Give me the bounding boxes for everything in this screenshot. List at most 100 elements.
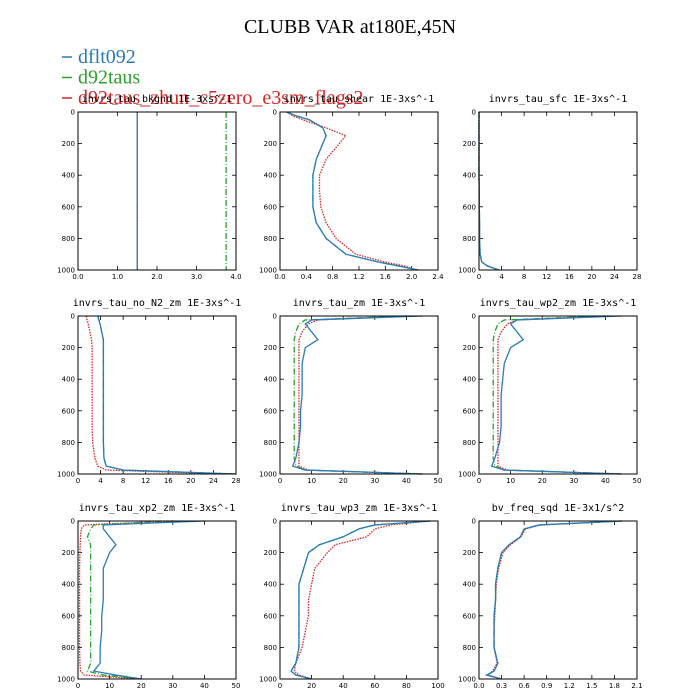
y-tick-label: 400 bbox=[463, 172, 476, 180]
y-tick-label: 200 bbox=[264, 140, 277, 148]
series-line bbox=[290, 520, 431, 680]
series-line bbox=[291, 315, 423, 475]
panel-title: invrs_tau_wp2_zm 1E-3xs^-1 bbox=[480, 298, 637, 309]
x-tick-label: 20 bbox=[538, 477, 547, 485]
y-tick-label: 0 bbox=[273, 518, 277, 526]
x-tick-label: 40 bbox=[339, 682, 348, 690]
y-tick-label: 400 bbox=[264, 376, 277, 384]
y-tick-label: 600 bbox=[264, 612, 277, 620]
y-tick-label: 800 bbox=[463, 439, 476, 447]
legend-label: dflt092 bbox=[78, 46, 136, 68]
y-tick-label: 400 bbox=[62, 376, 75, 384]
x-tick-label: 1.0 bbox=[112, 273, 123, 281]
x-tick-label: 20 bbox=[587, 273, 596, 281]
y-tick-label: 400 bbox=[62, 172, 75, 180]
x-tick-label: 30 bbox=[569, 477, 578, 485]
series-line bbox=[92, 520, 205, 680]
x-tick-label: 0 bbox=[477, 273, 481, 281]
y-tick-label: 1000 bbox=[57, 471, 75, 479]
x-tick-label: 100 bbox=[431, 682, 444, 690]
series-line bbox=[86, 520, 173, 680]
series-line bbox=[78, 520, 173, 680]
y-tick-label: 800 bbox=[463, 644, 476, 652]
x-tick-label: 0.0 bbox=[473, 682, 484, 690]
x-tick-label: 28 bbox=[232, 477, 241, 485]
x-tick-label: 1.5 bbox=[586, 682, 597, 690]
x-tick-label: 0 bbox=[76, 682, 80, 690]
panel-title: invrs_tau_wp3_zm 1E-3xs^-1 bbox=[281, 503, 438, 514]
y-tick-label: 200 bbox=[463, 549, 476, 557]
panel-title: invrs_tau_bkgnd 1E-3xs^-1 bbox=[82, 94, 233, 105]
y-tick-label: 600 bbox=[463, 612, 476, 620]
series-line bbox=[286, 111, 416, 271]
x-tick-label: 1.6 bbox=[380, 273, 392, 281]
y-tick-label: 600 bbox=[463, 203, 476, 211]
y-tick-label: 0 bbox=[472, 313, 476, 321]
y-tick-label: 200 bbox=[463, 140, 476, 148]
y-tick-label: 0 bbox=[273, 109, 277, 117]
plot-frame bbox=[478, 315, 638, 475]
x-tick-label: 40 bbox=[402, 477, 411, 485]
y-tick-label: 800 bbox=[62, 439, 75, 447]
plot-frame bbox=[77, 520, 237, 680]
x-tick-label: 2.0 bbox=[151, 273, 162, 281]
panel-title: invrs_tau_sfc 1E-3xs^-1 bbox=[489, 94, 627, 105]
y-tick-label: 0 bbox=[71, 109, 75, 117]
x-tick-label: 2.0 bbox=[406, 273, 417, 281]
x-tick-label: 0.0 bbox=[72, 273, 83, 281]
figure-title: CLUBB VAR at180E,45N bbox=[244, 16, 456, 38]
x-tick-label: 4 bbox=[98, 477, 103, 485]
x-tick-label: 50 bbox=[232, 682, 241, 690]
y-tick-label: 600 bbox=[463, 407, 476, 415]
y-tick-label: 1000 bbox=[57, 676, 75, 684]
panel-title: invrs_tau_xp2_zm 1E-3xs^-1 bbox=[79, 503, 236, 514]
x-tick-label: 40 bbox=[200, 682, 209, 690]
y-tick-label: 800 bbox=[264, 644, 277, 652]
x-tick-label: 24 bbox=[610, 273, 619, 281]
panel-title: invrs_tau_shear 1E-3xs^-1 bbox=[284, 94, 435, 105]
series-line bbox=[293, 520, 431, 680]
y-tick-label: 200 bbox=[62, 549, 75, 557]
x-tick-label: 0.3 bbox=[496, 682, 507, 690]
series-line bbox=[290, 520, 431, 680]
series-line bbox=[497, 315, 622, 475]
series-line bbox=[478, 112, 499, 271]
y-tick-label: 200 bbox=[264, 549, 277, 557]
y-tick-label: 200 bbox=[62, 140, 75, 148]
series-line bbox=[85, 315, 225, 475]
series-line bbox=[492, 315, 622, 475]
x-tick-label: 3.0 bbox=[191, 273, 202, 281]
x-tick-label: 0.0 bbox=[274, 273, 285, 281]
plot-frame bbox=[478, 111, 638, 271]
x-tick-label: 10 bbox=[307, 477, 316, 485]
plot-frame bbox=[279, 111, 439, 271]
y-tick-label: 600 bbox=[62, 612, 75, 620]
x-tick-label: 0.9 bbox=[541, 682, 552, 690]
y-tick-label: 800 bbox=[264, 439, 277, 447]
x-tick-label: 2.1 bbox=[631, 682, 642, 690]
series-line bbox=[97, 315, 237, 475]
y-tick-label: 0 bbox=[472, 518, 476, 526]
plot-frame bbox=[77, 111, 237, 271]
y-tick-label: 600 bbox=[62, 203, 75, 211]
x-tick-label: 20 bbox=[339, 477, 348, 485]
x-tick-label: 8 bbox=[522, 273, 526, 281]
y-tick-label: 400 bbox=[463, 376, 476, 384]
panel-title: invrs_tau_no_N2_zm 1E-3xs^-1 bbox=[73, 298, 242, 309]
y-tick-label: 800 bbox=[463, 235, 476, 243]
plot-frame bbox=[279, 520, 439, 680]
panel-title: bv_freq_sqd 1E-3x1/s^2 bbox=[492, 503, 624, 514]
x-tick-label: 40 bbox=[601, 477, 610, 485]
y-tick-label: 1000 bbox=[259, 471, 277, 479]
x-tick-label: 0 bbox=[76, 477, 80, 485]
y-tick-label: 0 bbox=[472, 109, 476, 117]
legend-label: d92taus bbox=[78, 67, 140, 89]
x-tick-label: 4.0 bbox=[230, 273, 241, 281]
plot-frame bbox=[279, 315, 439, 475]
x-tick-label: 60 bbox=[370, 682, 379, 690]
x-tick-label: 50 bbox=[434, 477, 443, 485]
x-tick-label: 20 bbox=[307, 682, 316, 690]
y-tick-label: 0 bbox=[71, 313, 75, 321]
x-tick-label: 0 bbox=[278, 477, 282, 485]
y-tick-label: 800 bbox=[62, 235, 75, 243]
